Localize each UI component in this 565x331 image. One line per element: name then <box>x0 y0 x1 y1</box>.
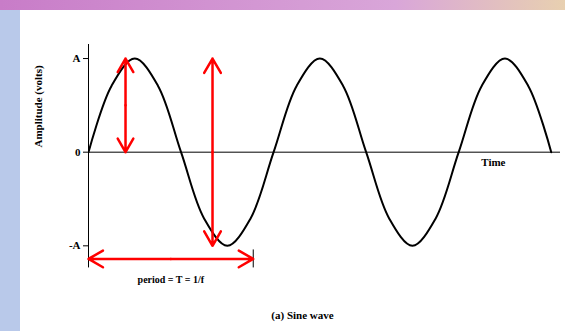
svg-text:period = T = 1/f: period = T = 1/f <box>138 274 205 285</box>
svg-text:Time: Time <box>481 156 505 168</box>
html-text:(a) Sine wave: (a) Sine wave <box>271 309 334 321</box>
svg-text:-A: -A <box>69 239 81 251</box>
svg-text:A: A <box>73 52 81 64</box>
svg-text:0: 0 <box>75 146 81 158</box>
svg-text:Amplitude (volts): Amplitude (volts) <box>32 65 45 148</box>
